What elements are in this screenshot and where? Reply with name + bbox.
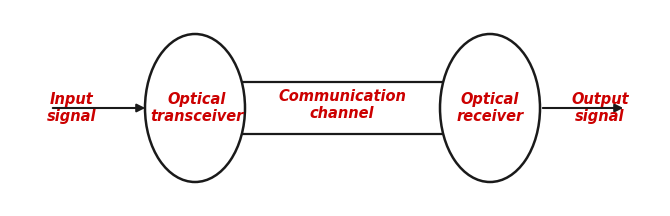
Text: Communication
channel: Communication channel: [278, 89, 406, 121]
Text: Output
signal: Output signal: [572, 92, 629, 124]
Ellipse shape: [440, 34, 540, 182]
Text: Optical
receiver: Optical receiver: [456, 92, 524, 124]
Text: Input
signal: Input signal: [48, 92, 96, 124]
Ellipse shape: [145, 34, 245, 182]
Text: Optical
transceiver: Optical transceiver: [150, 92, 244, 124]
